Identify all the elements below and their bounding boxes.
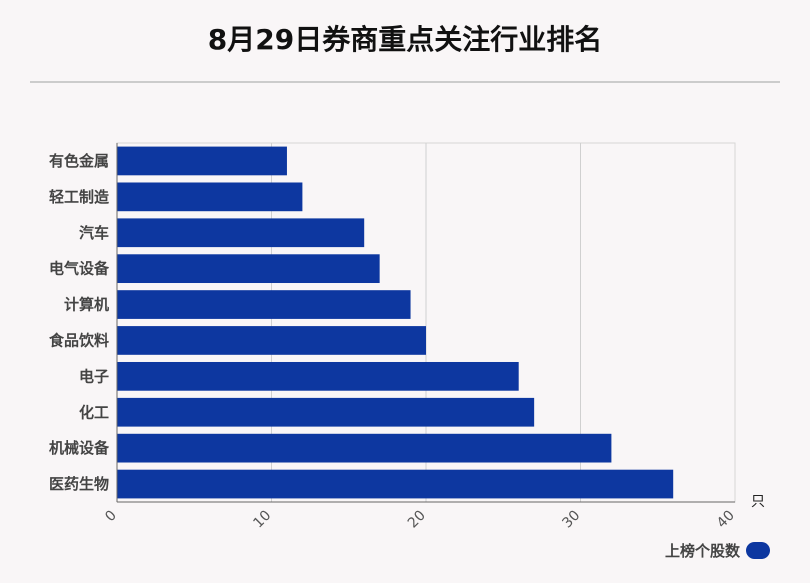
y-category-label: 计算机 [64,296,109,314]
legend-label: 上榜个股数 [664,542,740,560]
bar [117,182,303,212]
x-tick-label: 0 [102,508,120,526]
x-tick-label: 20 [405,508,429,532]
legend: 上榜个股数 [665,540,770,561]
x-tick-label: 40 [714,508,738,532]
legend-swatch[interactable] [746,542,770,559]
bar [117,469,674,499]
bar [117,397,535,427]
bar [117,254,380,284]
bar [117,326,426,355]
y-category-label: 医药生物 [49,475,109,493]
y-category-label: 机械设备 [49,439,110,457]
y-category-label: 食品饮料 [49,331,109,349]
bar [117,290,411,319]
y-category-label: 电气设备 [49,260,110,278]
chart-title: 8月29日券商重点关注行业排名 [207,23,603,56]
title-divider [30,81,780,83]
y-category-label: 轻工制造 [49,188,109,206]
x-tick-label: 10 [250,508,274,532]
bar [117,146,287,176]
y-category-label: 化工 [79,403,109,421]
bar [117,433,612,463]
bar [117,361,519,391]
bar [117,218,365,248]
y-category-label: 电子 [79,367,109,385]
x-tick-label: 30 [559,508,583,532]
y-category-label: 有色金属 [49,152,109,170]
y-category-label: 汽车 [79,224,109,242]
x-unit-label: 只 [751,494,765,510]
